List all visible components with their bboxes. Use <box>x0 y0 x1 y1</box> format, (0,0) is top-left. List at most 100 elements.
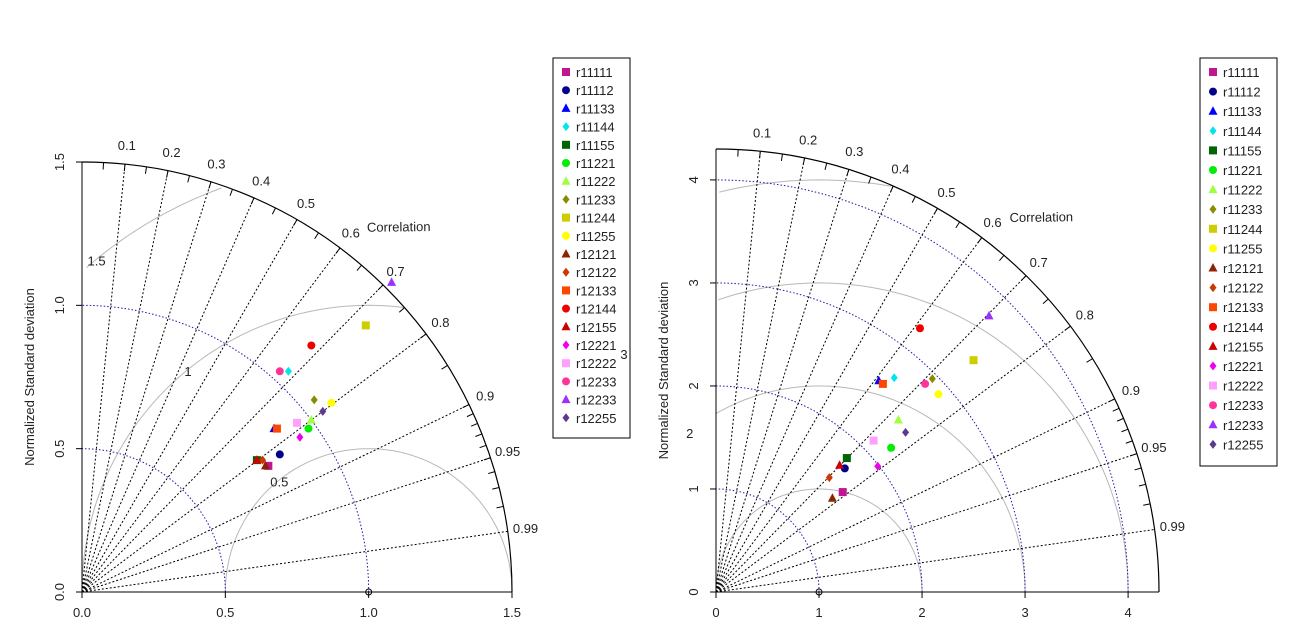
y-tick-label: 3 <box>686 279 701 286</box>
legend-marker-r12221 <box>562 340 570 350</box>
corr-minor-tick <box>483 457 491 461</box>
legend-label: r11255 <box>576 229 616 244</box>
legend-marker-r12121 <box>1208 263 1218 272</box>
corr-minor-tick <box>955 221 961 229</box>
correlation-tick-label: 0.7 <box>1030 255 1048 270</box>
data-point-r11255 <box>934 390 943 399</box>
correlation-ray <box>81 197 255 593</box>
corr-minor-tick <box>466 413 474 418</box>
data-point-r11155 <box>842 454 851 463</box>
corr-minor-tick <box>187 175 190 183</box>
rms-label: 1.5 <box>88 254 106 269</box>
corr-minor-tick <box>802 157 806 165</box>
legend-label: r11144 <box>576 120 615 135</box>
correlation-tick-label: 0.95 <box>1141 440 1166 455</box>
legend-label: r11144 <box>1223 124 1262 139</box>
legend-marker-r12221 <box>1209 361 1217 371</box>
correlation-axis-label: Correlation <box>367 219 431 235</box>
legend-marker-r11133 <box>561 103 571 112</box>
data-point-r12155 <box>835 460 845 469</box>
data-point-r12144 <box>307 341 316 350</box>
corr-minor-tick <box>780 153 783 162</box>
corr-minor-tick <box>377 284 384 291</box>
legend-label: r12255 <box>576 411 616 426</box>
legend-label: r11221 <box>1223 163 1263 178</box>
legend-label: r12121 <box>576 247 616 262</box>
x-tick-label: 4 <box>1124 605 1131 620</box>
correlation-ray <box>81 170 169 593</box>
legend-label: r11222 <box>576 174 616 189</box>
legend-label: r12144 <box>576 302 616 317</box>
legend-label: r11133 <box>1223 104 1262 119</box>
rms-label: 1 <box>184 364 191 379</box>
data-point-r12122 <box>259 455 267 465</box>
legend-label: r12233 <box>1223 398 1263 413</box>
corr-minor-tick <box>492 486 500 490</box>
legend-label: r12122 <box>576 265 616 280</box>
rms-arc <box>718 282 1129 593</box>
corr-minor-tick <box>933 208 938 215</box>
data-point-r11112 <box>275 450 284 459</box>
legend-marker-r12233 <box>562 377 570 386</box>
data-point-r12133 <box>878 379 887 388</box>
legend-marker-r12233 <box>1209 401 1217 410</box>
legend-marker-r12222 <box>1209 381 1217 390</box>
corr-minor-tick <box>977 237 983 244</box>
corr-minor-tick <box>293 219 298 226</box>
data-point-r12233 <box>984 310 994 320</box>
x-tick-label: 0 <box>712 605 719 620</box>
data-point-r11111 <box>838 488 847 497</box>
y-axis-title: Normalized Standard deviation <box>656 282 671 460</box>
y-tick-label: 0 <box>686 588 701 595</box>
legend-label: r11233 <box>1223 202 1263 217</box>
legend-marker-r11155 <box>562 140 570 149</box>
corr-minor-tick <box>1134 467 1142 471</box>
correlation-tick-label: 0.3 <box>845 144 863 159</box>
legend-marker-r12155 <box>561 321 571 331</box>
y-tick-label: 1.5 <box>52 153 67 171</box>
data-point-r12255 <box>902 427 910 437</box>
x-tick-label: 1.5 <box>503 605 521 620</box>
rms-arc <box>86 187 222 268</box>
x-tick-label: 3 <box>1021 605 1028 620</box>
correlation-tick-label: 0.4 <box>891 161 909 176</box>
correlation-tick-label: 0.4 <box>252 173 270 188</box>
reference-point <box>365 588 373 596</box>
corr-minor-tick <box>208 181 212 189</box>
correlation-tick-label: 0.2 <box>163 145 181 160</box>
y-axis-title: Normalized Standard deviation <box>22 288 37 466</box>
legend-label: r12255 <box>1223 437 1263 452</box>
legend-label: r11112 <box>1223 85 1261 100</box>
data-point-r12121 <box>827 493 837 502</box>
correlation-ray <box>715 453 1138 593</box>
corr-minor-tick <box>868 176 872 184</box>
legend-label: r11111 <box>576 65 613 80</box>
data-point-r12221 <box>874 461 882 471</box>
data-point-r11144 <box>284 366 292 376</box>
rms-arc <box>81 304 404 592</box>
legend-label: r12155 <box>576 320 616 335</box>
correlation-ray <box>81 530 508 593</box>
legend-label: r11155 <box>576 138 615 153</box>
legend-marker-r11255 <box>1209 244 1217 253</box>
correlation-tick-label: 0.5 <box>297 196 315 211</box>
legend-label: r11112 <box>576 83 614 98</box>
legend-marker-r12144 <box>1209 322 1217 331</box>
correlation-tick-label: 0.99 <box>1160 519 1185 534</box>
legend-marker-r12155 <box>1208 341 1218 350</box>
data-point-r12144 <box>915 324 924 333</box>
data-point-r12221 <box>296 432 304 442</box>
correlation-tick-label: 0.8 <box>431 315 449 330</box>
data-point-r11222 <box>893 414 903 424</box>
data-point-r11221 <box>304 424 313 433</box>
data-point-r11221 <box>887 443 896 452</box>
legend-marker-r11244 <box>562 213 570 222</box>
legend-marker-r12121 <box>561 249 571 258</box>
correlation-ray <box>715 398 1115 593</box>
corr-minor-tick <box>1112 407 1120 412</box>
corr-minor-tick <box>123 164 126 172</box>
data-point-r11255 <box>327 398 336 407</box>
corr-minor-tick <box>1130 453 1138 457</box>
corr-minor-tick <box>846 169 850 177</box>
